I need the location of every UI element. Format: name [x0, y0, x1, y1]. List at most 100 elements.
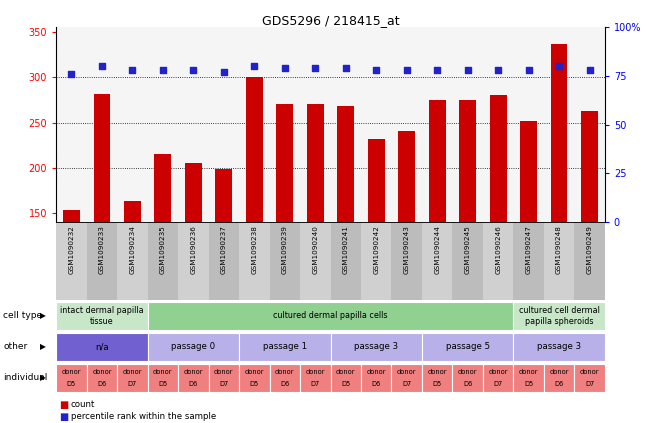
Bar: [276, 104, 293, 349]
Text: intact dermal papilla
tissue: intact dermal papilla tissue: [60, 306, 143, 326]
Text: donor: donor: [549, 369, 569, 375]
Text: D5: D5: [524, 381, 533, 387]
Bar: [300, 363, 330, 392]
Point: [219, 69, 229, 76]
Bar: [56, 223, 87, 300]
Text: passage 0: passage 0: [171, 342, 215, 352]
Point: [371, 67, 381, 74]
Text: GSM1090240: GSM1090240: [312, 225, 318, 274]
Text: D6: D6: [555, 381, 564, 387]
Text: GSM1090242: GSM1090242: [373, 225, 379, 274]
Text: D7: D7: [585, 381, 594, 387]
Bar: [514, 302, 605, 330]
Bar: [209, 223, 239, 300]
Bar: [361, 363, 391, 392]
Text: cultured dermal papilla cells: cultured dermal papilla cells: [273, 311, 388, 321]
Text: donor: donor: [428, 369, 447, 375]
Text: donor: donor: [184, 369, 203, 375]
Bar: [490, 95, 506, 349]
Bar: [514, 363, 544, 392]
Text: GSM1090239: GSM1090239: [282, 225, 288, 274]
Point: [280, 65, 290, 72]
Text: cultured cell dermal
papilla spheroids: cultured cell dermal papilla spheroids: [519, 306, 600, 326]
Point: [524, 67, 534, 74]
Point: [66, 71, 77, 77]
Point: [401, 67, 412, 74]
Bar: [391, 363, 422, 392]
Text: passage 3: passage 3: [354, 342, 399, 352]
Point: [463, 67, 473, 74]
Text: D5: D5: [67, 381, 76, 387]
Text: donor: donor: [305, 369, 325, 375]
Bar: [422, 223, 452, 300]
Text: D6: D6: [189, 381, 198, 387]
Bar: [56, 332, 147, 361]
Text: GSM1090243: GSM1090243: [404, 225, 410, 274]
Bar: [330, 223, 361, 300]
Text: D5: D5: [341, 381, 350, 387]
Text: ▶: ▶: [40, 342, 46, 352]
Text: other: other: [3, 342, 28, 352]
Point: [157, 67, 168, 74]
Text: D5: D5: [432, 381, 442, 387]
Bar: [147, 332, 239, 361]
Bar: [368, 139, 385, 349]
Bar: [307, 104, 324, 349]
Text: donor: donor: [488, 369, 508, 375]
Bar: [117, 363, 147, 392]
Bar: [239, 332, 330, 361]
Point: [554, 63, 564, 70]
Bar: [551, 44, 568, 349]
Text: D6: D6: [280, 381, 290, 387]
Text: donor: donor: [397, 369, 416, 375]
Text: cell type: cell type: [3, 311, 42, 321]
Bar: [337, 106, 354, 349]
Text: GSM1090233: GSM1090233: [99, 225, 105, 274]
Text: donor: donor: [123, 369, 142, 375]
Text: ▶: ▶: [40, 373, 46, 382]
Bar: [63, 210, 80, 349]
Bar: [520, 121, 537, 349]
Text: GSM1090246: GSM1090246: [495, 225, 501, 274]
Bar: [452, 223, 483, 300]
Text: D6: D6: [97, 381, 106, 387]
Text: passage 3: passage 3: [537, 342, 581, 352]
Bar: [422, 332, 514, 361]
Text: GSM1090238: GSM1090238: [251, 225, 257, 274]
Text: D6: D6: [371, 381, 381, 387]
Text: donor: donor: [153, 369, 173, 375]
Bar: [399, 131, 415, 349]
Text: GSM1090234: GSM1090234: [130, 225, 136, 274]
Text: count: count: [71, 400, 95, 409]
Bar: [215, 169, 232, 349]
Bar: [391, 223, 422, 300]
Bar: [209, 363, 239, 392]
Point: [310, 65, 321, 72]
Text: donor: donor: [214, 369, 233, 375]
Text: GSM1090249: GSM1090249: [586, 225, 592, 274]
Bar: [93, 94, 110, 349]
Text: D6: D6: [463, 381, 472, 387]
Text: donor: donor: [366, 369, 386, 375]
Bar: [147, 223, 178, 300]
Text: GSM1090248: GSM1090248: [556, 225, 562, 274]
Point: [493, 67, 504, 74]
Text: D7: D7: [494, 381, 503, 387]
Text: D5: D5: [250, 381, 259, 387]
Bar: [581, 111, 598, 349]
Bar: [483, 363, 514, 392]
Text: individual: individual: [3, 373, 48, 382]
Bar: [514, 332, 605, 361]
Text: GSM1090232: GSM1090232: [69, 225, 75, 274]
Text: D7: D7: [219, 381, 229, 387]
Bar: [429, 100, 446, 349]
Text: donor: donor: [519, 369, 538, 375]
Bar: [483, 223, 514, 300]
Text: donor: donor: [61, 369, 81, 375]
Text: ■: ■: [59, 412, 69, 422]
Text: donor: donor: [92, 369, 112, 375]
Bar: [239, 223, 270, 300]
Bar: [87, 223, 117, 300]
Bar: [270, 223, 300, 300]
Text: donor: donor: [245, 369, 264, 375]
